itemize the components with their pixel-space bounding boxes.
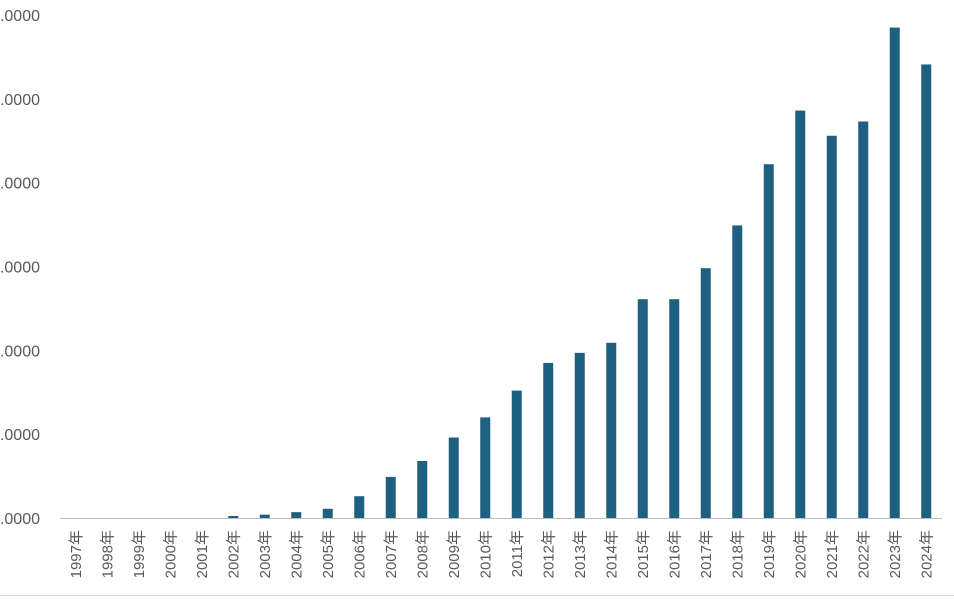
bar [228,515,239,518]
x-tick-label: 2009年 [446,530,463,578]
bar [889,27,900,518]
x-tick-label: 2007年 [383,530,400,578]
x-tick-label: 2000年 [162,530,179,578]
x-tick-label: 1998年 [99,530,116,578]
x-tick-label: 2006年 [351,530,368,578]
x-tick-label: 2018年 [729,530,746,578]
bar [385,476,396,518]
x-tick-label: 2020年 [792,530,809,578]
bar [637,299,648,518]
x-tick-label: 2012年 [540,530,557,578]
x-tick-label: 2022年 [855,530,872,578]
x-tick-label: 2001年 [194,530,211,578]
y-tick-label: .0000 [0,8,40,25]
x-tick-label: 2008年 [414,530,431,578]
x-tick-label: 1997年 [68,530,85,578]
x-tick-label: 2005年 [320,530,337,578]
y-tick-label: .0000 [0,176,40,193]
bar [921,64,932,518]
bar [700,268,711,518]
x-tick-label: 2017年 [698,530,715,578]
x-axis-tick-labels: 1997年 1998年 1999年 2000年 2001年 2002年 2003年 2004年… [68,530,936,578]
x-tick-label: 2019年 [761,530,778,578]
y-tick-label: .0000 [0,343,40,360]
bar [669,299,680,518]
x-tick-label: 2024年 [918,530,935,578]
x-tick-label: 2021年 [824,530,841,578]
bar [763,164,774,518]
x-tick-label: 1999年 [131,530,148,578]
bar [291,512,302,518]
bar [795,110,806,518]
x-tick-label: 2003年 [257,530,274,578]
bar [606,342,617,518]
x-tick-label: 2014年 [603,530,620,578]
x-tick-label: 2023年 [887,530,904,578]
y-tick-label: .0000 [0,92,40,109]
x-tick-label: 2004年 [288,530,305,578]
bar [543,362,554,518]
bars-group [228,27,932,519]
bar [448,437,459,518]
y-axis-tick-labels: .0000 .0000 .0000 .0000 .0000 .0000 .0000 [0,8,40,528]
x-tick-label: 2016年 [666,530,683,578]
bar [417,460,428,518]
x-tick-label: 2013年 [572,530,589,578]
x-tick-label: 2015年 [635,530,652,578]
y-tick-label: .0000 [0,260,40,277]
x-tick-label: 2010年 [477,530,494,578]
bar [354,496,365,518]
x-tick-label: 2011年 [509,530,526,577]
x-tick-label: 2002年 [225,530,242,578]
bar [480,417,491,518]
bar [259,514,270,518]
bar [732,225,743,518]
bar [574,352,585,518]
bar [322,508,333,518]
bar [826,135,837,518]
y-tick-label: .0000 [0,511,40,528]
bar [858,121,869,519]
bar [511,390,522,518]
y-tick-label: .0000 [0,427,40,444]
